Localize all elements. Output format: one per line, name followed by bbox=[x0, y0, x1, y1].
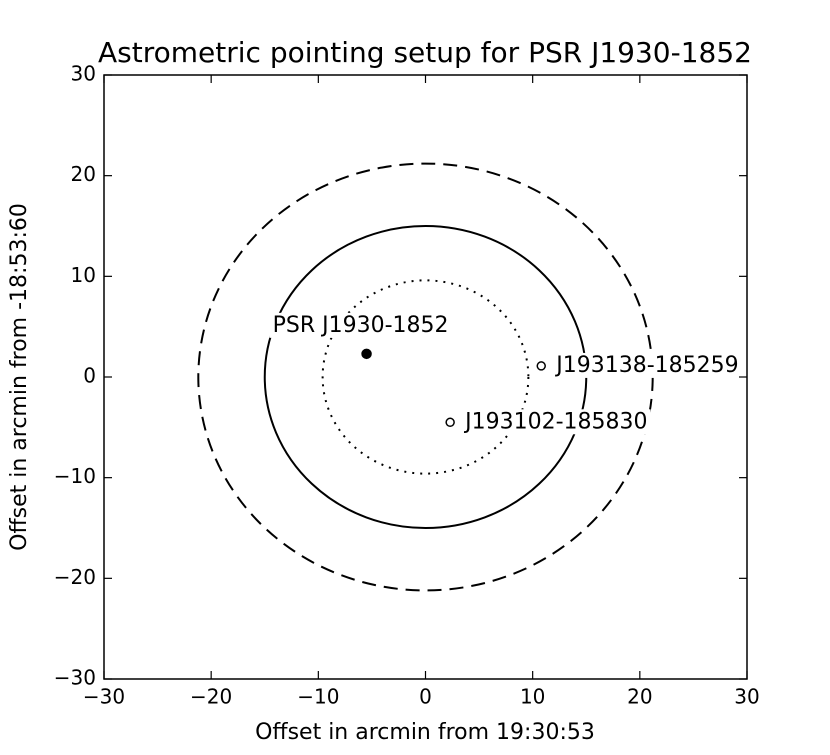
y-axis-label: Offset in arcmin from -18:53:60 bbox=[7, 203, 32, 551]
y-tick-label: 0 bbox=[83, 364, 96, 388]
x-tick-label: 10 bbox=[520, 685, 545, 709]
point bbox=[536, 361, 546, 371]
point-label: J193138-185259 bbox=[554, 353, 738, 378]
y-tick-label: −20 bbox=[54, 565, 96, 589]
y-tick-label: 20 bbox=[71, 162, 96, 186]
x-tick-label: −30 bbox=[83, 685, 125, 709]
reference-circle bbox=[321, 279, 530, 475]
x-tick-label: −10 bbox=[297, 685, 339, 709]
x-axis-label: Offset in arcmin from 19:30:53 bbox=[255, 720, 595, 745]
point bbox=[361, 348, 372, 360]
x-tick-label: 0 bbox=[419, 685, 432, 709]
point bbox=[445, 417, 455, 428]
x-tick-label: 30 bbox=[734, 685, 759, 709]
point-label: PSR J1930-1852 bbox=[273, 313, 449, 338]
label-background bbox=[460, 409, 651, 435]
chart-title: Astrometric pointing setup for PSR J1930… bbox=[98, 36, 752, 69]
point-label: J193102-185830 bbox=[463, 409, 647, 434]
label-background bbox=[269, 312, 452, 338]
y-tick-label: −10 bbox=[54, 464, 96, 488]
x-tick-label: 20 bbox=[627, 685, 652, 709]
y-tick-label: 10 bbox=[71, 263, 96, 287]
y-tick-label: 30 bbox=[71, 62, 96, 86]
y-tick-label: −30 bbox=[54, 666, 96, 690]
label-background bbox=[551, 352, 742, 378]
x-tick-label: −20 bbox=[190, 685, 232, 709]
reference-circle bbox=[263, 225, 588, 529]
